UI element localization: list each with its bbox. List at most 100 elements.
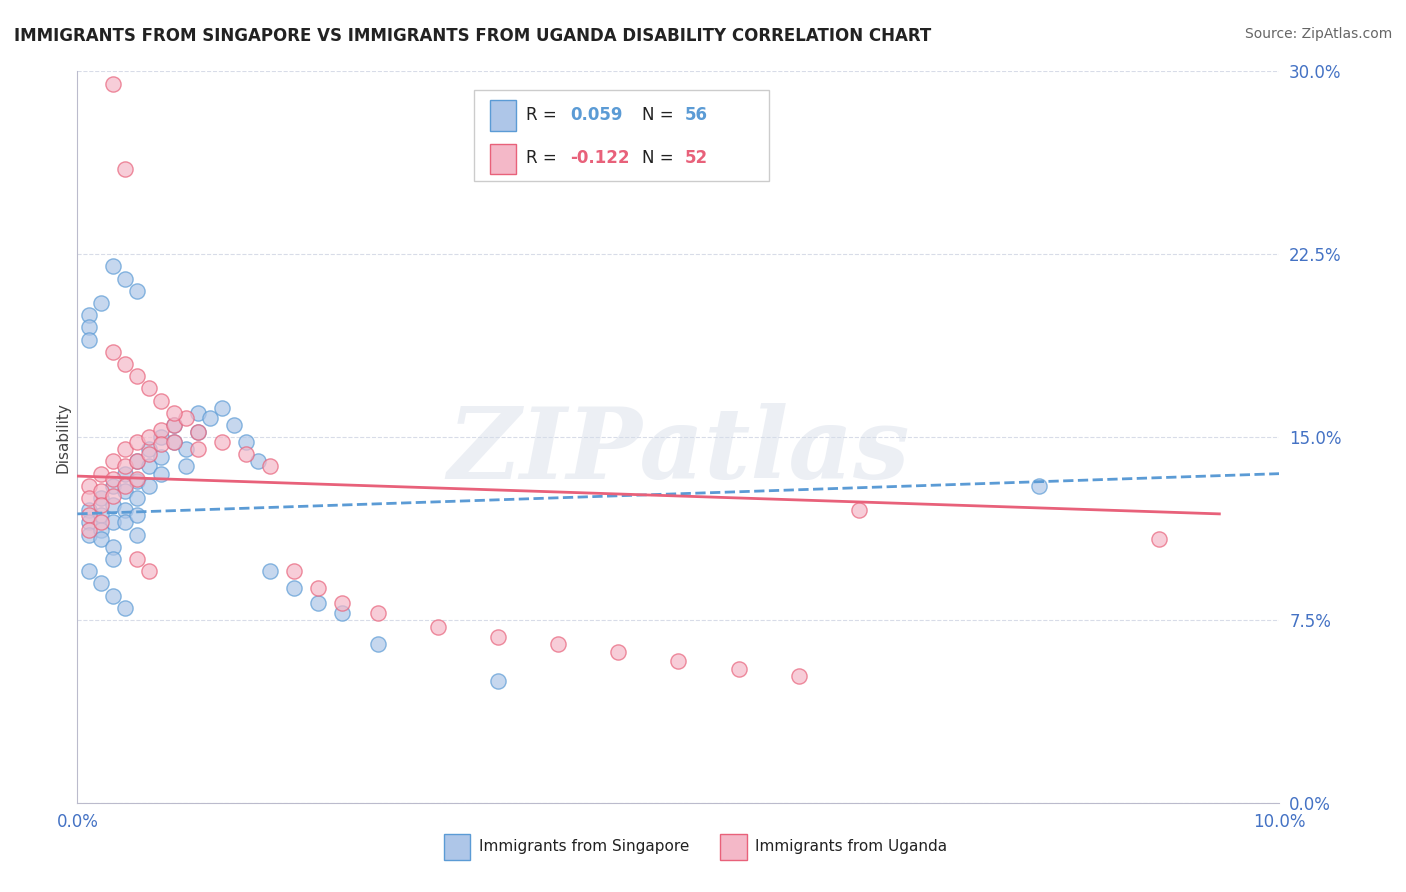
- Point: [114, 459, 136, 474]
- Point: [235, 434, 257, 449]
- Point: [114, 357, 136, 371]
- Point: [90, 533, 112, 547]
- Point: [138, 430, 160, 444]
- Point: [138, 381, 160, 395]
- Point: [114, 600, 136, 615]
- Point: [330, 606, 353, 620]
- Text: N =: N =: [643, 105, 673, 123]
- Point: [79, 333, 101, 347]
- Point: [787, 669, 810, 683]
- Point: [367, 606, 389, 620]
- Point: [127, 454, 149, 468]
- Point: [103, 589, 125, 603]
- Y-axis label: Disability: Disability: [55, 401, 70, 473]
- Point: [138, 564, 160, 578]
- Text: Immigrants from Singapore: Immigrants from Singapore: [479, 839, 689, 855]
- Point: [138, 442, 160, 457]
- Point: [90, 576, 112, 591]
- Point: [198, 410, 221, 425]
- Text: IMMIGRANTS FROM SINGAPORE VS IMMIGRANTS FROM UGANDA DISABILITY CORRELATION CHART: IMMIGRANTS FROM SINGAPORE VS IMMIGRANTS …: [14, 27, 931, 45]
- Point: [127, 527, 149, 541]
- Point: [607, 645, 630, 659]
- Point: [259, 459, 281, 474]
- Point: [150, 393, 173, 408]
- Text: 56: 56: [685, 105, 707, 123]
- Point: [259, 564, 281, 578]
- Point: [103, 552, 125, 566]
- Point: [79, 479, 101, 493]
- Point: [90, 499, 112, 513]
- Point: [427, 620, 450, 634]
- Point: [186, 425, 209, 440]
- Point: [138, 479, 160, 493]
- Point: [127, 434, 149, 449]
- Point: [222, 417, 245, 432]
- Point: [90, 483, 112, 498]
- Point: [138, 459, 160, 474]
- Point: [127, 369, 149, 384]
- Point: [79, 491, 101, 505]
- Text: R =: R =: [526, 149, 557, 168]
- Point: [1028, 479, 1050, 493]
- Point: [114, 271, 136, 285]
- Point: [283, 581, 305, 595]
- Point: [186, 425, 209, 440]
- Point: [367, 637, 389, 651]
- Point: [90, 523, 112, 537]
- Point: [162, 406, 184, 420]
- Text: -0.122: -0.122: [571, 149, 630, 168]
- Point: [127, 284, 149, 298]
- Point: [211, 401, 233, 415]
- Point: [150, 423, 173, 437]
- Point: [90, 491, 112, 505]
- Point: [79, 516, 101, 530]
- Point: [103, 540, 125, 554]
- FancyBboxPatch shape: [489, 100, 516, 130]
- Point: [235, 447, 257, 461]
- Point: [162, 417, 184, 432]
- Point: [162, 417, 184, 432]
- Point: [283, 564, 305, 578]
- Point: [79, 308, 101, 322]
- Point: [307, 596, 329, 610]
- Text: R =: R =: [526, 105, 557, 123]
- Point: [114, 483, 136, 498]
- Point: [150, 437, 173, 451]
- Point: [138, 447, 160, 461]
- Point: [79, 527, 101, 541]
- Point: [114, 467, 136, 481]
- Point: [307, 581, 329, 595]
- FancyBboxPatch shape: [474, 90, 769, 181]
- Point: [174, 442, 197, 457]
- Point: [486, 673, 509, 688]
- Point: [103, 499, 125, 513]
- Point: [114, 479, 136, 493]
- Point: [90, 296, 112, 310]
- Point: [114, 503, 136, 517]
- Point: [79, 564, 101, 578]
- Point: [246, 454, 269, 468]
- Point: [79, 503, 101, 517]
- FancyBboxPatch shape: [720, 834, 747, 860]
- Point: [79, 523, 101, 537]
- Point: [547, 637, 569, 651]
- Point: [150, 467, 173, 481]
- Point: [127, 454, 149, 468]
- Point: [668, 654, 690, 668]
- Point: [103, 471, 125, 485]
- Text: ZIPatlas: ZIPatlas: [447, 403, 910, 500]
- Point: [1149, 533, 1171, 547]
- Point: [727, 662, 749, 676]
- Text: 52: 52: [685, 149, 707, 168]
- Point: [330, 596, 353, 610]
- Point: [150, 450, 173, 464]
- Point: [103, 344, 125, 359]
- Text: 0.059: 0.059: [571, 105, 623, 123]
- Point: [90, 516, 112, 530]
- Point: [186, 442, 209, 457]
- Point: [848, 503, 870, 517]
- Point: [127, 491, 149, 505]
- Point: [79, 508, 101, 522]
- Point: [103, 454, 125, 468]
- Point: [162, 434, 184, 449]
